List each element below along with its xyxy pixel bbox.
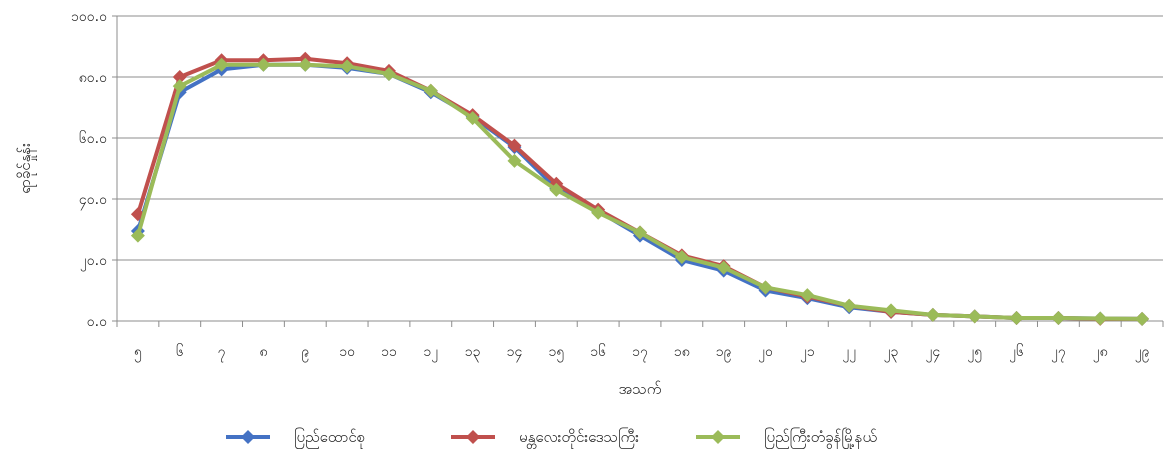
legend-label: ပြည်ကြီးတံခွန်မြို့နယ် — [764, 427, 877, 449]
x-tick-label: ၁၉ — [716, 344, 732, 362]
data-point — [884, 303, 899, 318]
data-point — [591, 205, 606, 220]
x-tick-label: ၂၂ — [842, 344, 856, 362]
x-tick-label: ၇ — [218, 344, 226, 362]
series-group — [130, 51, 1150, 326]
data-point — [842, 298, 857, 313]
x-tick-label: ၁၆ — [590, 344, 606, 360]
data-point — [172, 79, 187, 94]
y-tick-label: ၄၀.၀ — [79, 192, 107, 210]
x-tick-label: ၁၁ — [381, 344, 397, 360]
data-point — [340, 59, 355, 74]
data-point — [507, 138, 522, 153]
data-point — [381, 66, 396, 81]
data-point — [633, 225, 647, 240]
x-tick-label: ၈ — [259, 344, 267, 360]
x-tick-label: ၅ — [134, 344, 142, 362]
x-axis-ticks: ၅ ၆ ၇ ၈ ၉ ၁၀ ၁၁ ၁၂ ၁၃ ၁၄ ၁၅ ၁၆ ၁၇ ၁၈ ၁၉ ၂၀ ၂၁ ၂၂ ၂၃ ၂၄ ၂၅ ၂၆ ၂… — [116, 321, 1164, 362]
y-tick-label: ၀.၀ — [87, 314, 107, 330]
data-point — [298, 57, 313, 72]
legend: ပြည်ထောင်စု မန္တလေးတိုင်းဒေသကြီး ပြည်ကြီးတ… — [226, 427, 877, 449]
y-tick-label: ၂၀.၀ — [80, 253, 107, 271]
y-tick-label: ၈၀.၀ — [79, 70, 107, 86]
x-tick-label: ၁၄ — [507, 344, 523, 362]
data-point — [549, 182, 564, 197]
data-point — [465, 111, 480, 126]
data-point — [1051, 310, 1066, 325]
series-line — [136, 56, 1143, 321]
legend-item: မန္တလေးတိုင်းဒေသကြီး — [451, 427, 639, 449]
legend-item: ပြည်ထောင်စု — [226, 427, 365, 449]
data-point — [256, 57, 271, 72]
x-tick-label: ၁၀ — [339, 344, 355, 360]
x-tick-label: ၂၉ — [1135, 344, 1150, 362]
x-tick-label: ၁၃ — [465, 344, 481, 362]
x-tick-label: ၆ — [176, 344, 184, 360]
data-point — [214, 57, 229, 72]
data-point — [423, 83, 438, 98]
gridlines — [117, 15, 1163, 261]
axes — [116, 16, 1163, 322]
data-point — [716, 260, 731, 275]
data-point — [925, 307, 940, 322]
data-point — [130, 228, 145, 243]
x-tick-label: ၂၈ — [1093, 344, 1108, 362]
legend-marker — [711, 430, 725, 444]
x-tick-label: ၂၇ — [1051, 344, 1066, 362]
data-point — [1093, 311, 1108, 326]
x-tick-label: ၂၄ — [925, 344, 940, 362]
x-tick-label: ၁၅ — [548, 344, 564, 362]
x-tick-label: ၁၈ — [674, 344, 690, 360]
series-2 — [130, 51, 1150, 326]
y-axis-ticks: ၀.၀ ၂၀.၀ ၄၀.၀ ၆၀.၀ ၈၀.၀ ၁၀၀.၀ — [71, 9, 117, 330]
series-1 — [130, 57, 1150, 326]
x-tick-label: ၂၆ — [1009, 344, 1024, 362]
data-point — [800, 288, 815, 303]
legend-label: မန္တလေးတိုင်းဒေသကြီး — [519, 427, 639, 449]
data-point — [507, 153, 522, 168]
data-point — [1135, 311, 1150, 326]
series-3 — [130, 57, 1150, 326]
data-point — [967, 309, 982, 324]
y-tick-label: ၁၀၀.၀ — [71, 9, 107, 25]
legend-marker — [241, 430, 255, 444]
legend-label: ပြည်ထောင်စု — [294, 427, 365, 449]
x-tick-label: ၂၅ — [967, 344, 982, 362]
series-line — [135, 62, 1143, 321]
data-point — [172, 70, 187, 84]
data-point — [758, 280, 773, 295]
data-point — [1009, 310, 1024, 325]
y-tick-label: ၆၀.၀ — [79, 131, 107, 147]
x-tick-label: ၂၁ — [800, 344, 815, 362]
legend-item: ပြည်ကြီးတံခွန်မြို့နယ် — [696, 427, 877, 449]
x-tick-label: ၂၃ — [884, 344, 899, 362]
y-axis-title: ရာခိုင်နှုန်း — [16, 143, 37, 194]
x-tick-label: ၁၂ — [423, 344, 438, 362]
x-tick-label: ၉ — [301, 344, 309, 362]
x-tick-label: ၂၀ — [758, 344, 773, 362]
data-point — [674, 249, 689, 264]
x-tick-label: ၁၇ — [632, 344, 648, 362]
legend-marker — [466, 430, 480, 444]
x-axis-title: အသက် — [619, 380, 662, 398]
series-line — [136, 62, 1143, 321]
